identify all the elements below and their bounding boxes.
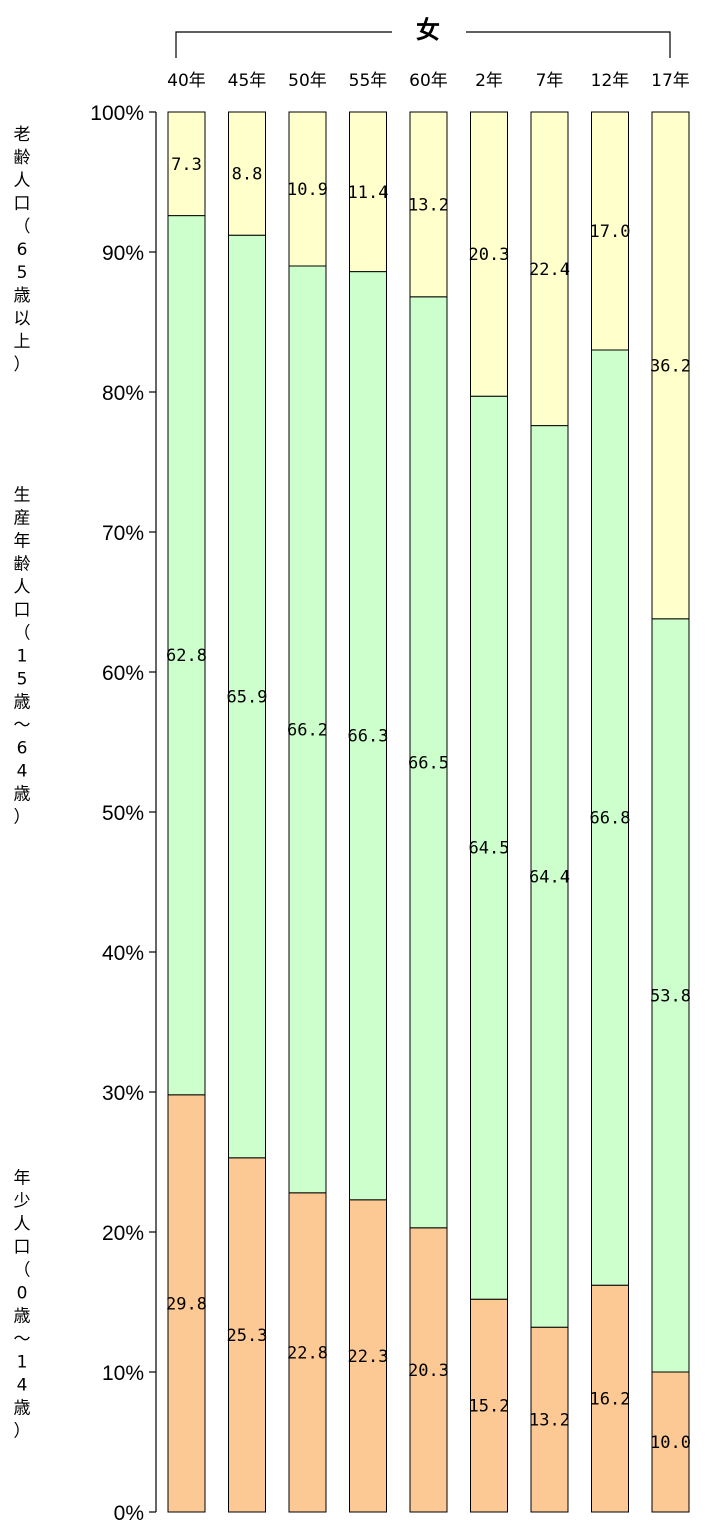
y-tick-label: 80% [102,382,144,405]
data-label: 16.2 [590,1390,631,1410]
data-label: 25.3 [227,1326,268,1346]
data-label: 15.2 [469,1397,510,1417]
data-label: 29.8 [166,1294,207,1314]
data-label: 53.8 [650,986,691,1006]
data-label: 10.0 [650,1433,691,1453]
bar-segment [591,349,629,1286]
bar-segment [651,618,690,1373]
bar-segment [470,111,508,397]
bar-segment [349,271,387,1201]
x-category-label: 50年 [288,71,327,91]
y-tick-label: 90% [102,242,144,265]
x-category-label: 40年 [167,71,206,91]
data-label: 64.4 [529,867,570,887]
y-tick-label: 50% [102,802,144,825]
data-label: 22.8 [287,1343,328,1363]
side-labels: 老齢人口（ 6 5 歳以上） 生産年齢人口（ 1 5 歳～ 6 4 歳） 年少人口（ 0 歳～ 1 4 歳） [14,125,31,1441]
x-category-label: 55年 [349,71,388,91]
data-label: 8.8 [232,165,263,185]
data-label: 13.2 [529,1411,570,1431]
data-label: 66.8 [590,809,631,829]
bar-segment [228,111,266,236]
x-axis-labels: 40年 45年 50年 55年 60年 2年 7年 12年 17年 [167,71,690,91]
x-category-label: 7年 [536,71,564,91]
bar-segment [228,1157,266,1513]
bar-segment [591,111,629,351]
side-series-label: 老齢人口（ 6 5 歳以上） [14,125,31,375]
data-label: 10.9 [287,180,328,200]
x-category-label: 12年 [591,71,630,91]
data-label: 65.9 [227,688,268,708]
title-bracket [175,31,671,58]
bar-segment [409,111,448,298]
data-label: 13.2 [408,195,449,215]
y-tick-label: 10% [102,1362,144,1385]
y-tick-label: 100% [90,102,144,125]
data-label: 20.3 [469,245,510,265]
bar-segment [530,425,569,1328]
bar-segment [288,265,327,1194]
chart-title: 女 [416,16,440,44]
x-category-label: 60年 [409,71,448,91]
data-label: 66.2 [287,720,328,740]
y-axis: 0% 10% 20% 30% 40% 50% 60% 70% 80% 90% 100% [90,102,157,1525]
bar-segment [651,1371,690,1513]
y-tick-label: 70% [102,522,144,545]
data-label: 17.0 [590,222,631,242]
data-label: 22.3 [348,1347,389,1367]
data-label: 20.3 [408,1361,449,1381]
x-category-label: 2年 [475,71,503,91]
y-tick-label: 40% [102,942,144,965]
bar-segment [651,111,690,620]
bar-segment [349,1199,387,1513]
data-label: 66.5 [408,753,449,773]
x-category-label: 17年 [651,71,690,91]
side-series-label: 生産年齢人口（ 1 5 歳～ 6 4 歳） [14,486,31,828]
y-tick-label: 30% [102,1082,144,1105]
x-category-label: 45年 [228,71,267,91]
bars: 29.8 62.8 7.3 25.3 65.9 8.8 22.8 66.2 10.9 22.3 66… [166,111,691,1513]
bar-segment [167,1094,206,1513]
data-label: 36.2 [650,356,691,376]
y-tick-label: 60% [102,662,144,685]
y-tick-label: 0% [114,1502,144,1525]
bar-segment [409,1227,448,1513]
data-label: 62.8 [166,646,207,666]
bar-segment [409,296,448,1229]
data-label: 22.4 [529,260,570,280]
data-label: 64.5 [469,839,510,859]
bar-segment [470,395,508,1300]
data-label: 11.4 [348,183,389,203]
bar-segment [470,1298,508,1513]
bar-segment [167,111,206,217]
side-series-label: 年少人口（ 0 歳～ 1 4 歳） [14,1168,31,1441]
y-tick-label: 20% [102,1222,144,1245]
bar-segment [349,111,387,273]
bar-segment [530,1326,569,1513]
bar-segment [288,111,327,267]
data-label: 66.3 [348,727,389,747]
bar-segment [167,215,206,1096]
bar-segment [288,1192,327,1513]
data-label: 7.3 [171,155,202,175]
bar-segment [228,234,266,1159]
bar-segment [530,111,569,427]
